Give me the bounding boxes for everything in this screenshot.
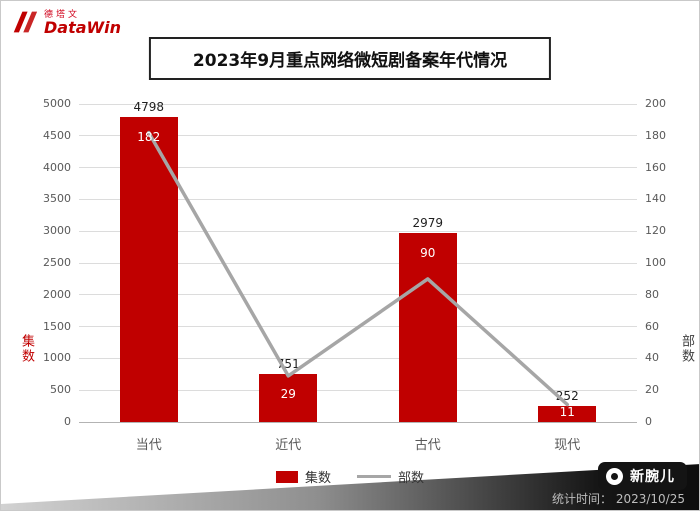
grid-line	[79, 230, 637, 232]
right-axis-tick-label: 20	[645, 383, 659, 397]
line-point-label: 11	[559, 405, 575, 419]
grid-line	[79, 389, 637, 391]
left-axis-tick-label: 2000	[43, 287, 71, 301]
chart-legend: 集数 部数	[275, 467, 424, 486]
left-axis-tick-label: 1000	[43, 351, 71, 365]
xinwaner-logo-icon	[606, 467, 623, 485]
left-axis-tick-label: 3000	[43, 224, 71, 238]
bar-value-label: 4798	[133, 99, 165, 114]
line-point-label: 182	[137, 129, 161, 144]
datawin-logo: 德塔文 DataWin	[11, 9, 121, 39]
line-point-label: 29	[280, 387, 296, 402]
bar	[538, 405, 597, 422]
stat-timestamp: 统计时间： 2023/10/25	[552, 492, 685, 506]
x-axis-category-label: 当代	[135, 438, 162, 453]
left-axis-tick-label: 2500	[43, 256, 71, 269]
right-axis-tick-label: 160	[645, 160, 666, 174]
left-axis-tick-label: 0	[64, 415, 71, 428]
left-axis-tick-label: 4000	[43, 160, 71, 174]
grid-line	[79, 103, 637, 105]
xinwaner-badge: 新腕儿	[598, 462, 687, 490]
bar	[398, 232, 457, 422]
legend-label-titles: 部数	[398, 471, 425, 486]
datawin-logo-icon	[11, 9, 39, 39]
left-axis-title: 集数	[19, 334, 34, 364]
grid-line	[79, 357, 637, 359]
bottom-wedge-decoration	[1, 464, 699, 510]
bar-value-label: 2979	[412, 215, 444, 230]
chart-area: 集数 部数 0 500 1000 1500 2000 2500 3000 3500 4000 45…	[1, 96, 699, 466]
grid-line	[79, 135, 637, 137]
bar	[259, 374, 318, 422]
right-axis-tick-label: 180	[645, 128, 666, 142]
right-axis-tick-label: 100	[645, 256, 666, 269]
right-axis-tick-label: 60	[645, 319, 659, 333]
right-axis-tick-label: 120	[645, 224, 666, 238]
brand-name-en: DataWin	[44, 18, 122, 38]
line-swatch-icon	[357, 475, 391, 478]
grid-line	[79, 421, 637, 423]
page-title: 2023年9月重点网络微短剧备案年代情况	[148, 37, 552, 80]
x-axis-category-label: 近代	[275, 438, 302, 453]
right-axis-tick-label: 80	[645, 287, 659, 301]
line-series	[147, 130, 569, 407]
xinwaner-badge-label: 新腕儿	[630, 469, 675, 485]
legend-item-episodes: 集数	[275, 467, 331, 486]
line-point-label: 90	[420, 245, 436, 260]
legend-label-episodes: 集数	[304, 471, 331, 486]
x-axis-category-label: 现代	[554, 438, 581, 453]
grid-line	[79, 198, 637, 200]
right-axis-tick-label: 140	[645, 192, 666, 206]
right-axis-tick-label: 0	[645, 415, 652, 428]
legend-item-titles: 部数	[357, 467, 424, 486]
grid-line	[79, 167, 637, 169]
right-axis-tick-label: 40	[645, 351, 659, 365]
x-axis-category-label: 古代	[414, 438, 441, 453]
grid-line	[79, 294, 637, 296]
plot-area: 0 500 1000 1500 2000 2500 3000 3500 4000 4500 5000…	[43, 97, 666, 453]
left-axis-tick-label: 1500	[43, 319, 71, 333]
right-axis-tick-label: 200	[645, 97, 666, 110]
grid-line	[79, 262, 637, 264]
left-axis-tick-label: 5000	[43, 97, 71, 110]
left-axis-tick-label: 3500	[43, 192, 71, 206]
datawin-logo-text: 德塔文 DataWin	[44, 9, 122, 38]
brand-name-cn: 德塔文	[44, 9, 81, 20]
right-axis-title: 部数	[679, 334, 694, 364]
left-axis-tick-label: 500	[50, 383, 71, 397]
left-axis-tick-label: 4500	[43, 128, 71, 142]
bar-swatch-icon	[275, 470, 298, 483]
